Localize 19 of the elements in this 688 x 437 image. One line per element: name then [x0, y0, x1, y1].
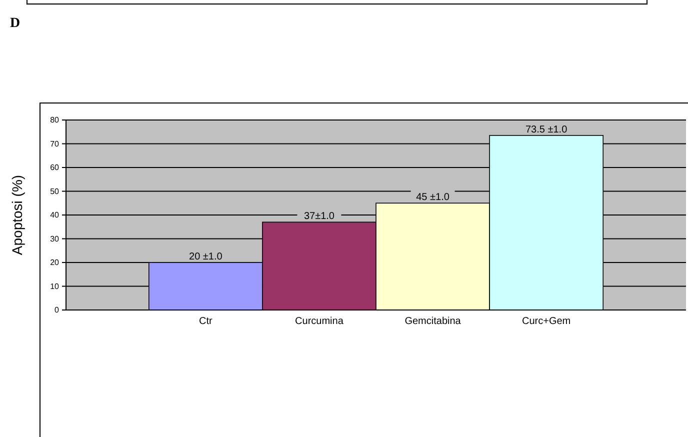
- x-tick-label: Ctr: [199, 316, 213, 327]
- y-tick-label: 10: [50, 282, 60, 291]
- y-tick-label: 30: [50, 234, 60, 244]
- y-axis-title: Apoptosi (%): [9, 174, 25, 256]
- y-tick-label: 50: [50, 186, 60, 196]
- x-tick-label: Curc+Gem: [522, 316, 571, 327]
- text: D: [10, 16, 20, 31]
- data-label: 37±1.0: [304, 211, 335, 222]
- y-tick-label: 70: [50, 139, 60, 148]
- y-tick-label: 0: [54, 306, 60, 315]
- data-label: 20 ±1.0: [189, 252, 223, 262]
- y-tick-label: 80: [50, 116, 60, 125]
- y-tick-label: 60: [50, 163, 60, 172]
- x-tick-label: Gemcitabina: [404, 316, 462, 327]
- y-tick-label: 40: [50, 210, 60, 220]
- data-label: 73.5 ±1.0: [526, 124, 568, 136]
- y-tick-label: 20: [50, 258, 60, 268]
- data-label: 45 ±1.0: [416, 192, 450, 204]
- x-tick-label: Curcumina: [295, 316, 344, 327]
